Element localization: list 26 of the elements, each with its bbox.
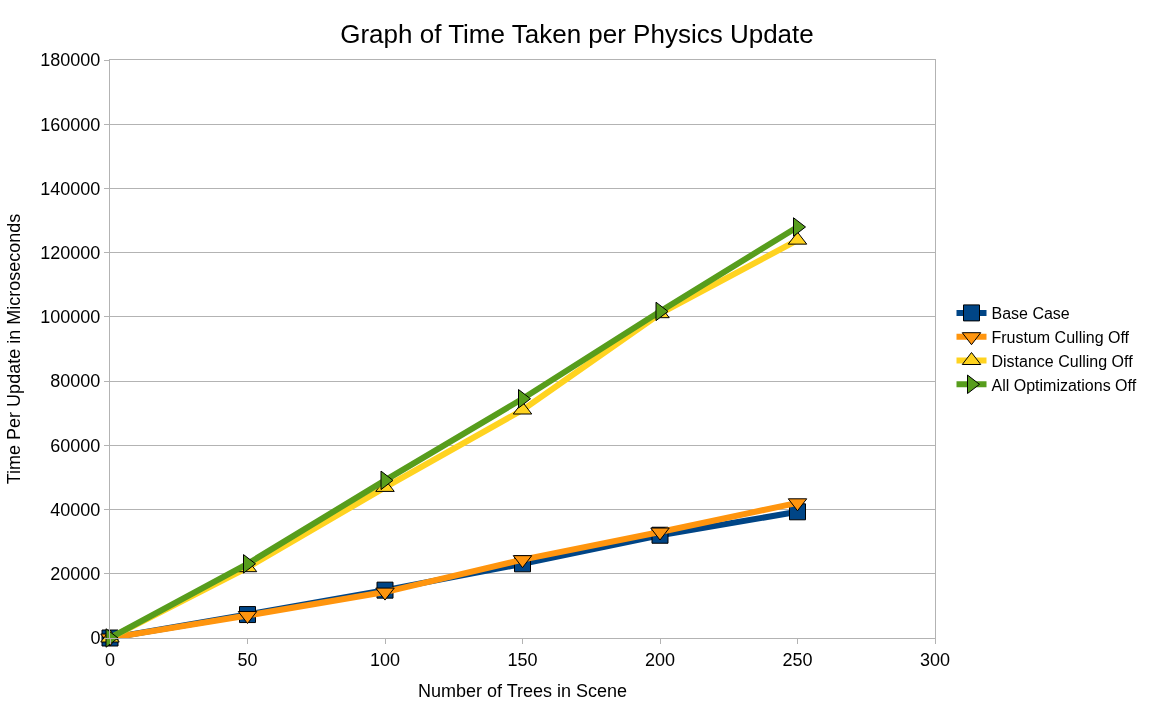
x-tick-label: 200 <box>644 649 676 670</box>
y-tick-label: 40000 <box>50 499 101 520</box>
legend-label: Distance Culling Off <box>991 352 1134 370</box>
legend-label: Base Case <box>991 305 1070 323</box>
y-tick-label: 160000 <box>40 114 101 135</box>
y-axis-title: Time Per Update in Microseconds <box>3 213 24 485</box>
x-tick-label: 100 <box>369 649 401 670</box>
y-tick-label: 180000 <box>40 50 101 71</box>
x-tick-label: 50 <box>237 649 258 670</box>
point <box>375 587 395 601</box>
legend-label: All Optimizations Off <box>991 376 1137 394</box>
y-tick-label: 0 <box>90 628 101 649</box>
x-tick-label: 150 <box>507 649 538 670</box>
x-tick-label: 0 <box>104 649 116 670</box>
x-tick-label: 250 <box>782 649 813 670</box>
point <box>105 628 119 648</box>
y-tick-label: 100000 <box>40 307 101 328</box>
y-tick-label: 20000 <box>50 564 101 585</box>
y-tick-label: 140000 <box>40 178 101 199</box>
x-tick-label: 300 <box>919 649 951 670</box>
y-tick-label: 80000 <box>50 371 101 392</box>
y-tick-label: 60000 <box>50 435 101 456</box>
chart-title: Graph of Time Taken per Physics Update <box>340 18 814 49</box>
y-tick-label: 120000 <box>40 242 101 263</box>
x-axis-title: Number of Trees in Scene <box>417 680 628 701</box>
legend-label: Frustum Culling Off <box>991 328 1130 346</box>
